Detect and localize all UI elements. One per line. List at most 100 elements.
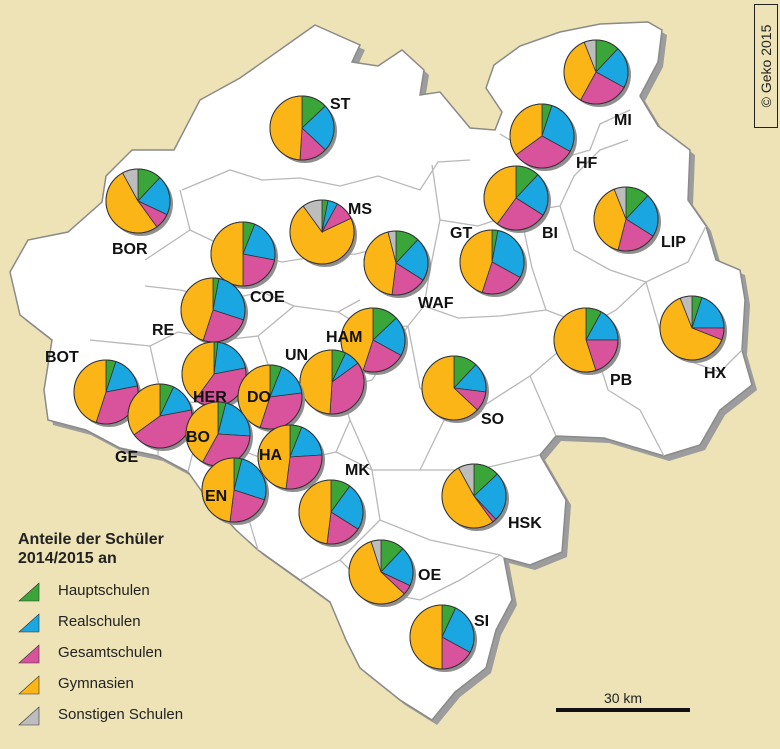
- pie-outline: [201, 457, 267, 523]
- copyright-text: © Geko 2015: [758, 24, 774, 108]
- pie-bo: [185, 401, 253, 469]
- label-GT: GT: [450, 225, 472, 242]
- pie-so: [421, 355, 489, 423]
- label-MS: MS: [348, 201, 372, 218]
- label-EN: EN: [205, 488, 227, 505]
- label-ST: ST: [330, 96, 351, 113]
- legend-title-line1: Anteile der Schüler: [18, 531, 164, 548]
- pie-outline: [73, 359, 139, 425]
- legend-swatch-realschulen: [18, 613, 40, 633]
- pie-coe: [210, 221, 278, 289]
- pie-en: [201, 457, 269, 525]
- pie-lip: [593, 186, 661, 254]
- legend-label-realschulen: Realschulen: [58, 613, 141, 630]
- pie-oe: [348, 539, 416, 607]
- label-SO: SO: [481, 411, 504, 428]
- pie-outline: [659, 295, 725, 361]
- pie-bor: [105, 168, 173, 236]
- pie-outline: [210, 221, 276, 287]
- label-HA: HA: [259, 447, 283, 464]
- pie-outline: [509, 103, 575, 169]
- label-PB: PB: [610, 372, 632, 389]
- label-RE: RE: [152, 322, 175, 339]
- pie-hx: [659, 295, 727, 363]
- legend-item-hauptschulen: Hauptschulen: [18, 580, 278, 611]
- pie-outline: [363, 230, 429, 296]
- pie-outline: [237, 364, 303, 430]
- pie-st: [269, 95, 337, 163]
- pie-outline: [348, 539, 414, 605]
- pie-un: [299, 349, 367, 417]
- label-HX: HX: [704, 365, 727, 382]
- pie-outline: [483, 165, 549, 231]
- label-UN: UN: [285, 347, 308, 364]
- district-labels: ST MI HF BOR MS GT BI LIP COE WAF RE HA M…: [45, 96, 727, 630]
- pie-hf: [509, 103, 577, 171]
- pie-outline: [441, 463, 507, 529]
- label-BOR: BOR: [112, 241, 148, 258]
- pie-outline: [459, 229, 525, 295]
- pie-outline: [563, 39, 629, 105]
- legend-label-hauptschulen: Hauptschulen: [58, 582, 150, 599]
- pie-outline: [593, 186, 659, 252]
- legend-title-line2: 2014/2015 an: [18, 550, 117, 567]
- pie-outline: [105, 168, 171, 234]
- label-MI: MI: [614, 112, 632, 129]
- pie-mk: [298, 479, 366, 547]
- pie-hsk: [441, 463, 509, 531]
- legend-label-sonstige: Sonstigen Schulen: [58, 706, 184, 723]
- pie-waf: [363, 230, 431, 298]
- legend-label-gymnasien: Gymnasien: [58, 675, 134, 692]
- label-BO: BO: [186, 429, 210, 446]
- pie-re: [180, 277, 248, 345]
- legend-item-realschulen: Realschulen: [18, 611, 278, 642]
- scale-label: 30 km: [603, 690, 643, 706]
- pie-ge: [127, 383, 195, 451]
- pie-bi: [483, 165, 551, 233]
- label-HSK: HSK: [508, 515, 542, 532]
- copyright-box: © Geko 2015: [754, 4, 778, 128]
- label-LIP: LIP: [661, 234, 686, 251]
- label-GE: GE: [115, 449, 138, 466]
- legend-title: Anteile der Schüler 2014/2015 an: [18, 530, 278, 568]
- label-OE: OE: [418, 567, 441, 584]
- legend-swatch-gymnasien: [18, 675, 40, 695]
- label-HER: HER: [193, 389, 227, 406]
- pie-outline: [269, 95, 335, 161]
- pie-charts: [73, 39, 727, 672]
- pie-ha: [257, 424, 325, 492]
- pie-outline: [409, 604, 475, 670]
- pie-outline: [298, 479, 364, 545]
- pie-her: [181, 341, 249, 409]
- label-HF: HF: [576, 155, 598, 172]
- legend-item-gymnasien: Gymnasien: [18, 673, 278, 704]
- label-SI: SI: [474, 613, 489, 630]
- pie-outline: [299, 349, 365, 415]
- pie-do: [237, 364, 305, 432]
- pie-outline: [289, 199, 355, 265]
- pie-outline: [340, 307, 406, 373]
- legend-label-gesamtschulen: Gesamtschulen: [58, 644, 163, 661]
- legend-item-sonstige: Sonstigen Schulen: [18, 704, 278, 735]
- label-WAF: WAF: [418, 295, 454, 312]
- label-BOT: BOT: [45, 349, 79, 366]
- pie-gt: [459, 229, 527, 297]
- pie-outline: [553, 307, 619, 373]
- legend-list: Hauptschulen Realschulen Gesamtschulen G…: [18, 580, 278, 735]
- pie-si: [409, 604, 477, 672]
- pie-bot: [73, 359, 141, 427]
- label-MK: MK: [345, 462, 370, 479]
- label-BI: BI: [542, 225, 558, 242]
- legend: Anteile der Schüler 2014/2015 an Hauptsc…: [18, 530, 278, 735]
- scale-bar: 30 km: [556, 690, 690, 712]
- pie-outline: [421, 355, 487, 421]
- label-DO: DO: [247, 389, 271, 406]
- pie-mi: [563, 39, 631, 107]
- legend-swatch-gesamtschulen: [18, 644, 40, 664]
- label-COE: COE: [250, 289, 285, 306]
- legend-swatch-sonstige: [18, 706, 40, 726]
- pie-pb: [553, 307, 621, 375]
- pie-outline: [257, 424, 323, 490]
- pie-ms: [289, 199, 357, 267]
